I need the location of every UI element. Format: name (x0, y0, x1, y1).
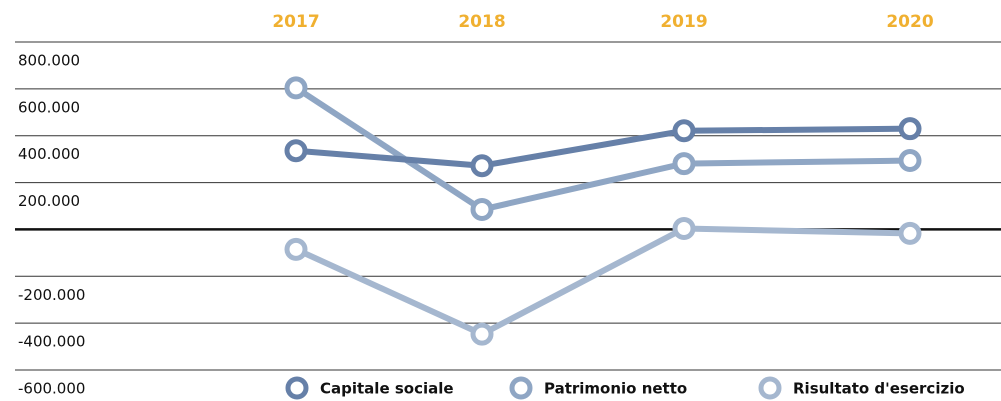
legend-label: Capitale sociale (320, 380, 454, 398)
point (470, 154, 494, 178)
point (284, 237, 308, 261)
legend-marker (285, 376, 309, 400)
x-tick-label: 2018 (458, 12, 505, 32)
point (898, 149, 922, 173)
point (470, 322, 494, 346)
x-tick-label: 2019 (660, 12, 707, 32)
point (470, 198, 494, 222)
x-tick-label: 2020 (886, 12, 933, 32)
series-line (294, 85, 911, 213)
point (284, 76, 308, 100)
y-tick-label: 200.000 (18, 192, 80, 210)
legend-label: Risultato d'esercizio (793, 380, 965, 398)
y-tick-label: -400.000 (18, 333, 85, 351)
point (672, 152, 696, 176)
y-tick-label: 400.000 (18, 145, 80, 163)
point (672, 119, 696, 143)
point (284, 139, 308, 163)
point (898, 221, 922, 245)
y-tick-label: 800.000 (18, 52, 80, 70)
y-tick-label: -200.000 (18, 286, 85, 304)
legend-marker (758, 376, 782, 400)
x-tick-label: 2017 (272, 12, 319, 32)
series-line (294, 225, 911, 338)
series-line (295, 125, 911, 169)
y-tick-label: -600.000 (18, 380, 85, 398)
point (898, 117, 922, 141)
legend-marker (509, 376, 533, 400)
legend-label: Patrimonio netto (544, 380, 687, 398)
y-tick-label: 600.000 (18, 98, 80, 116)
point (672, 216, 696, 240)
